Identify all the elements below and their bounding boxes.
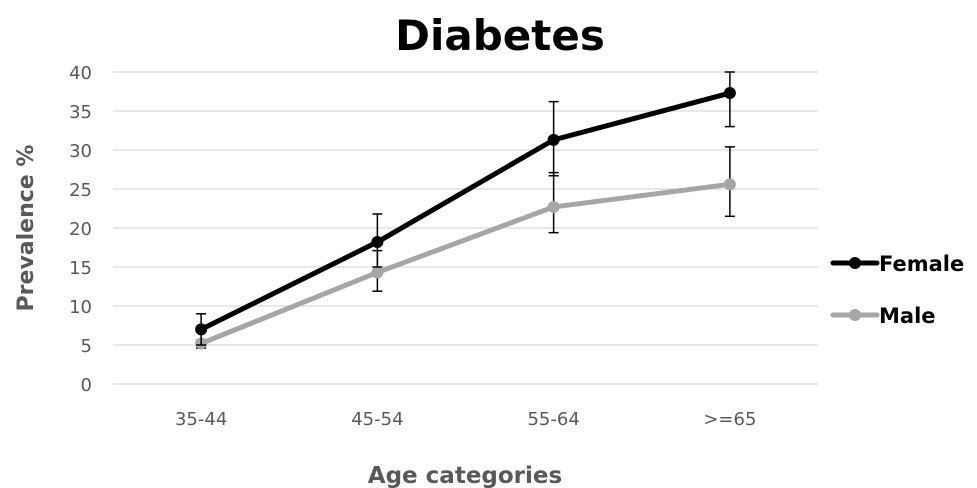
x-axis-ticks: 35-44 45-54 55-64 >=65 bbox=[175, 409, 756, 430]
legend-swatch-marker bbox=[849, 257, 861, 269]
legend-swatch-marker bbox=[849, 309, 861, 321]
data-point bbox=[547, 200, 560, 213]
y-tick-label: 25 bbox=[69, 180, 92, 201]
series-layer bbox=[195, 71, 736, 350]
legend: Female Male bbox=[830, 252, 964, 328]
y-tick-label: 20 bbox=[69, 219, 92, 240]
legend-item-female: Female bbox=[830, 252, 964, 276]
data-point bbox=[723, 178, 736, 191]
x-tick-label: >=65 bbox=[703, 409, 756, 430]
x-tick-label: 45-54 bbox=[351, 409, 403, 430]
data-point bbox=[371, 266, 384, 279]
series-female bbox=[195, 71, 736, 346]
y-tick-label: 30 bbox=[69, 141, 92, 162]
series-male bbox=[195, 146, 736, 350]
chart-title: Diabetes bbox=[395, 11, 605, 60]
y-tick-label: 0 bbox=[81, 375, 92, 396]
y-tick-label: 10 bbox=[69, 297, 92, 318]
data-point bbox=[723, 87, 736, 100]
y-tick-label: 40 bbox=[69, 63, 92, 84]
y-axis-label: Prevalence % bbox=[14, 145, 39, 312]
series-line bbox=[198, 181, 733, 346]
data-point bbox=[547, 133, 560, 146]
series-line bbox=[198, 90, 733, 332]
legend-label: Male bbox=[879, 304, 936, 328]
x-axis-label: Age categories bbox=[368, 463, 562, 488]
y-axis-ticks: 0 5 10 15 20 25 30 35 40 bbox=[69, 63, 92, 396]
x-tick-label: 35-44 bbox=[175, 409, 227, 430]
x-tick-label: 55-64 bbox=[527, 409, 579, 430]
y-tick-label: 15 bbox=[69, 258, 92, 279]
data-point bbox=[195, 323, 208, 336]
data-point bbox=[371, 236, 384, 249]
y-tick-label: 5 bbox=[81, 336, 92, 357]
y-tick-label: 35 bbox=[69, 102, 92, 123]
legend-item-male: Male bbox=[830, 304, 936, 328]
legend-label: Female bbox=[879, 252, 964, 276]
